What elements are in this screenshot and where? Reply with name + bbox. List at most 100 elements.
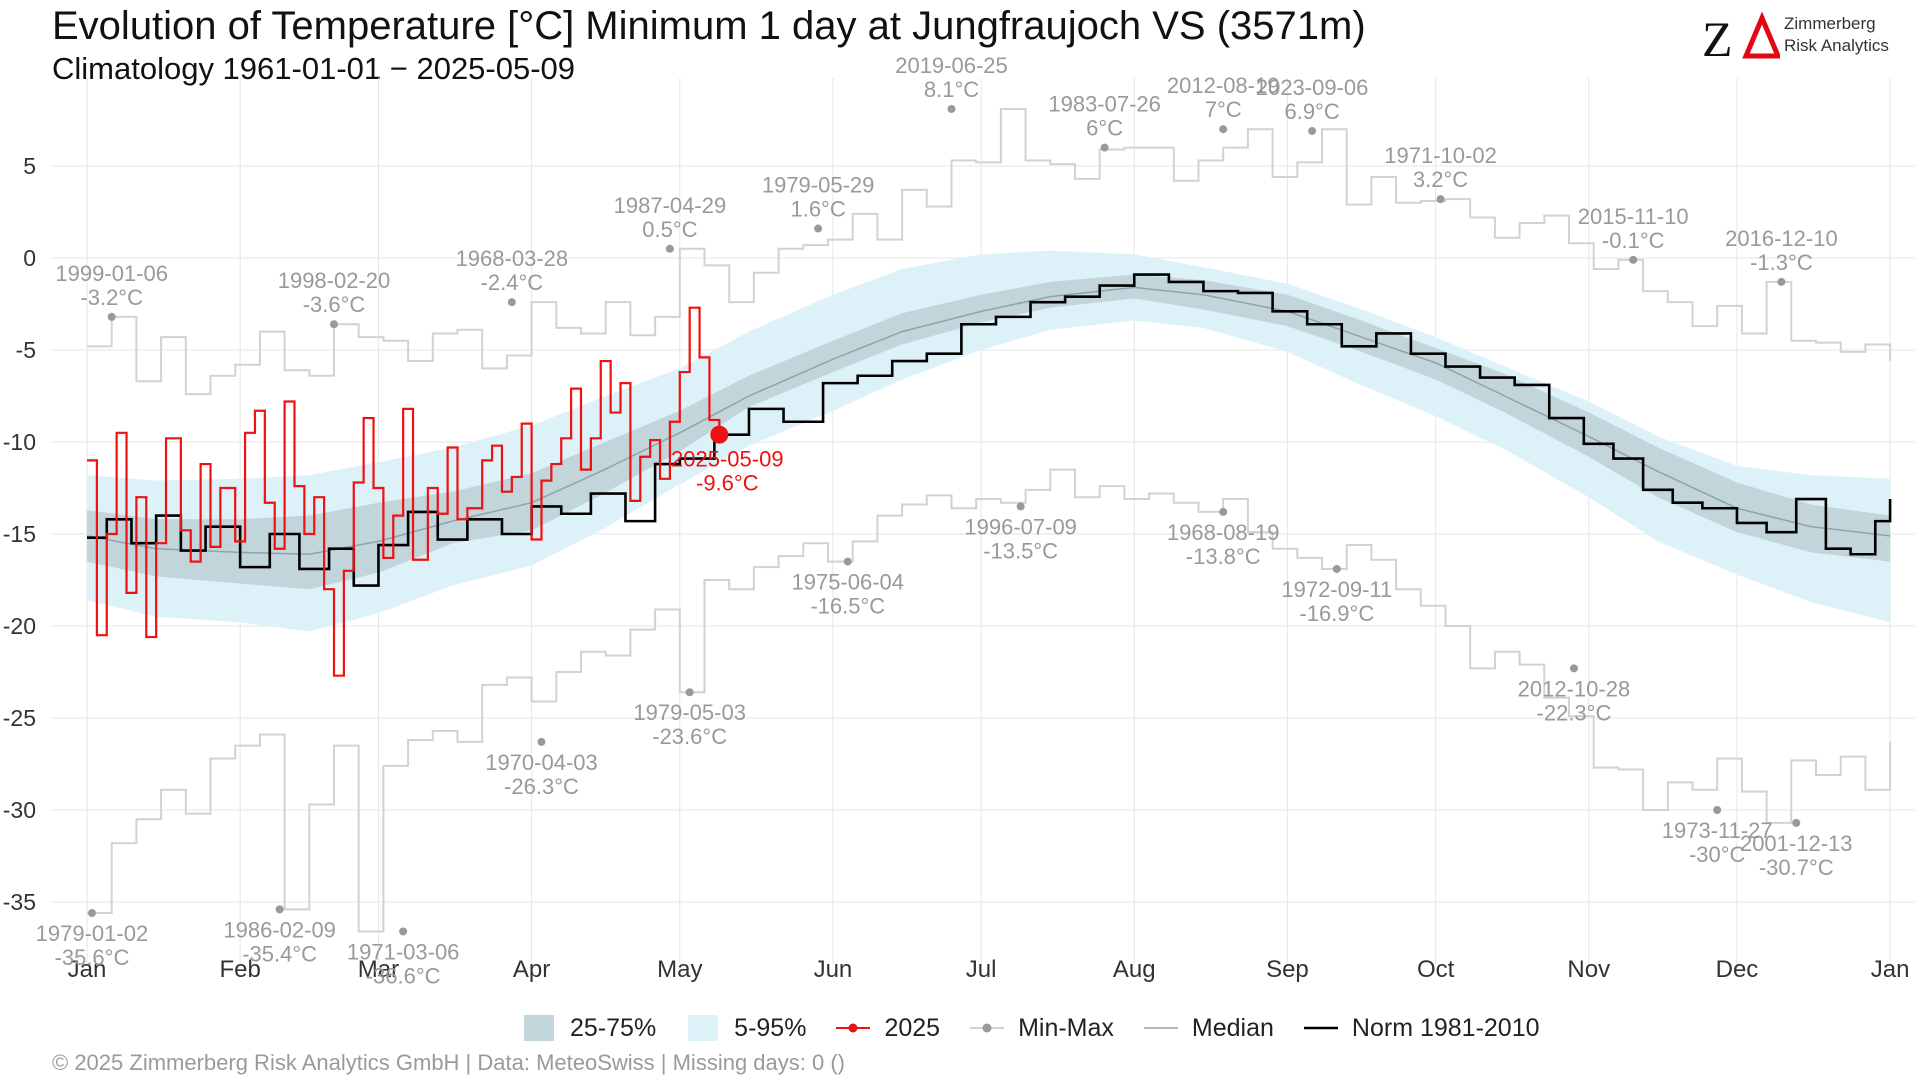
- x-tick-label: Oct: [1417, 956, 1455, 983]
- legend-label: Norm 1981-2010: [1351, 1013, 1540, 1042]
- record-value-label: -35.6°C: [55, 945, 130, 970]
- legend-key-icon: [1143, 1027, 1178, 1029]
- record-value-label: 3.2°C: [1413, 167, 1468, 192]
- record-point: [87, 909, 96, 918]
- record-value-label: -0.1°C: [1602, 228, 1665, 253]
- record-date-label: 1973-11-27: [1662, 818, 1773, 843]
- x-tick-label: May: [657, 956, 702, 983]
- logo-line-1: Zimmerberg: [1784, 14, 1876, 33]
- x-tick-label: Jul: [966, 956, 997, 983]
- current-day-date-label: 2025-05-09: [671, 447, 784, 472]
- series-min-line: [87, 468, 1892, 933]
- record-date-label: 1968-08-19: [1167, 520, 1280, 545]
- record-value-label: -16.9°C: [1299, 601, 1374, 626]
- record-point: [947, 104, 956, 113]
- company-logo: Z Zimmerberg Risk Analytics: [1700, 8, 1910, 64]
- record-point: [1308, 127, 1317, 136]
- record-point: [330, 320, 338, 329]
- record-value-label: -1.3°C: [1750, 250, 1813, 275]
- series-median-line: [86, 286, 1891, 555]
- y-tick-label: -30: [3, 797, 36, 823]
- record-point: [814, 224, 823, 233]
- record-date-label: 1971-10-02: [1384, 143, 1497, 168]
- x-tick-label: Apr: [513, 956, 550, 983]
- record-date-label: 1986-02-09: [223, 917, 336, 942]
- record-point: [1332, 564, 1341, 573]
- record-point: [665, 244, 674, 253]
- record-value-label: -30°C: [1689, 842, 1746, 867]
- record-date-label: 1975-06-04: [791, 570, 904, 595]
- x-tick-label: Nov: [1567, 956, 1610, 983]
- record-date-label: 2015-11-10: [1578, 204, 1689, 229]
- x-tick-label: Feb: [219, 956, 260, 983]
- record-point: [1436, 195, 1445, 204]
- footer-credits: © 2025 Zimmerberg Risk Analytics GmbH | …: [52, 1050, 845, 1075]
- record-date-label: 1996-07-09: [964, 514, 1077, 539]
- record-point: [1219, 125, 1228, 134]
- x-tick-label: Dec: [1716, 956, 1759, 983]
- record-date-label: 1979-01-02: [36, 921, 149, 946]
- svg-text:Z: Z: [1702, 11, 1733, 64]
- record-value-label: -26.3°C: [504, 774, 579, 799]
- legend-item: 2025: [834, 1013, 940, 1043]
- x-tick-label: Mar: [358, 956, 399, 983]
- y-tick-label: 5: [23, 153, 36, 179]
- legend-item: 25-75%: [520, 1013, 656, 1043]
- y-tick-label: 0: [23, 245, 36, 271]
- legend-label: Median: [1191, 1013, 1274, 1042]
- legend-label: Min-Max: [1018, 1013, 1114, 1042]
- legend-label: 2025: [884, 1013, 941, 1042]
- record-value-label: -2.4°C: [481, 270, 544, 295]
- record-point: [1792, 818, 1801, 827]
- y-tick-label: -5: [16, 337, 36, 363]
- record-value-label: -22.3°C: [1537, 700, 1612, 725]
- record-point: [1777, 277, 1786, 286]
- x-tick-label: Jan: [1871, 956, 1910, 983]
- series-2025-line: [87, 306, 721, 677]
- y-tick-label: -25: [3, 705, 36, 731]
- record-date-label: 2001-12-13: [1740, 831, 1853, 856]
- record-value-label: -35.4°C: [242, 941, 317, 966]
- record-value-label: -13.5°C: [983, 538, 1058, 563]
- record-value-label: 1.6°C: [790, 197, 845, 222]
- record-value-label: 6.9°C: [1284, 99, 1339, 124]
- record-date-label: 1971-03-06: [347, 939, 460, 964]
- record-date-label: 2012-10-28: [1518, 676, 1631, 701]
- current-day-point: [710, 425, 729, 444]
- record-value-label: 8.1°C: [924, 77, 979, 102]
- legend-key-icon: [836, 1023, 871, 1033]
- record-value-label: 0.5°C: [642, 217, 697, 242]
- record-point: [537, 737, 546, 746]
- record-value-label: -16.5°C: [810, 594, 885, 619]
- legend-item: Median: [1142, 1013, 1274, 1043]
- record-date-label: 2012-08-19: [1167, 73, 1280, 98]
- series-max-line: [87, 107, 1892, 396]
- legend-key-icon: [524, 1015, 554, 1041]
- record-date-label: 2016-12-10: [1725, 226, 1838, 251]
- record-date-label: 1998-02-20: [278, 268, 391, 293]
- logo-line-2: Risk Analytics: [1784, 36, 1889, 55]
- record-date-label: 1987-04-29: [614, 193, 727, 218]
- record-point: [107, 312, 116, 321]
- logo-mark-icon: Z: [1702, 11, 1780, 64]
- y-tick-label: -20: [3, 613, 36, 639]
- chart-subtitle: Climatology 1961-01-01 − 2025-05-09: [52, 51, 576, 86]
- record-point: [507, 298, 516, 307]
- current-day-value-label: -9.6°C: [696, 471, 759, 496]
- record-date-label: 1972-09-11: [1281, 577, 1392, 602]
- record-value-label: -30.7°C: [1759, 855, 1834, 880]
- record-point: [843, 557, 852, 566]
- record-point: [399, 927, 408, 936]
- record-point: [1016, 502, 1025, 511]
- record-value-label: 6°C: [1086, 116, 1123, 141]
- x-tick-label: Jun: [814, 956, 853, 983]
- record-value-label: -23.6°C: [652, 724, 727, 749]
- legend-label: 25-75%: [570, 1013, 657, 1042]
- record-point: [1629, 255, 1638, 264]
- y-tick-label: -10: [3, 429, 36, 455]
- record-value-label: 7°C: [1205, 97, 1242, 122]
- record-point: [1569, 664, 1578, 673]
- record-date-label: 1979-05-29: [762, 173, 875, 198]
- legend-item: Min-Max: [968, 1013, 1114, 1043]
- record-point: [1100, 143, 1109, 152]
